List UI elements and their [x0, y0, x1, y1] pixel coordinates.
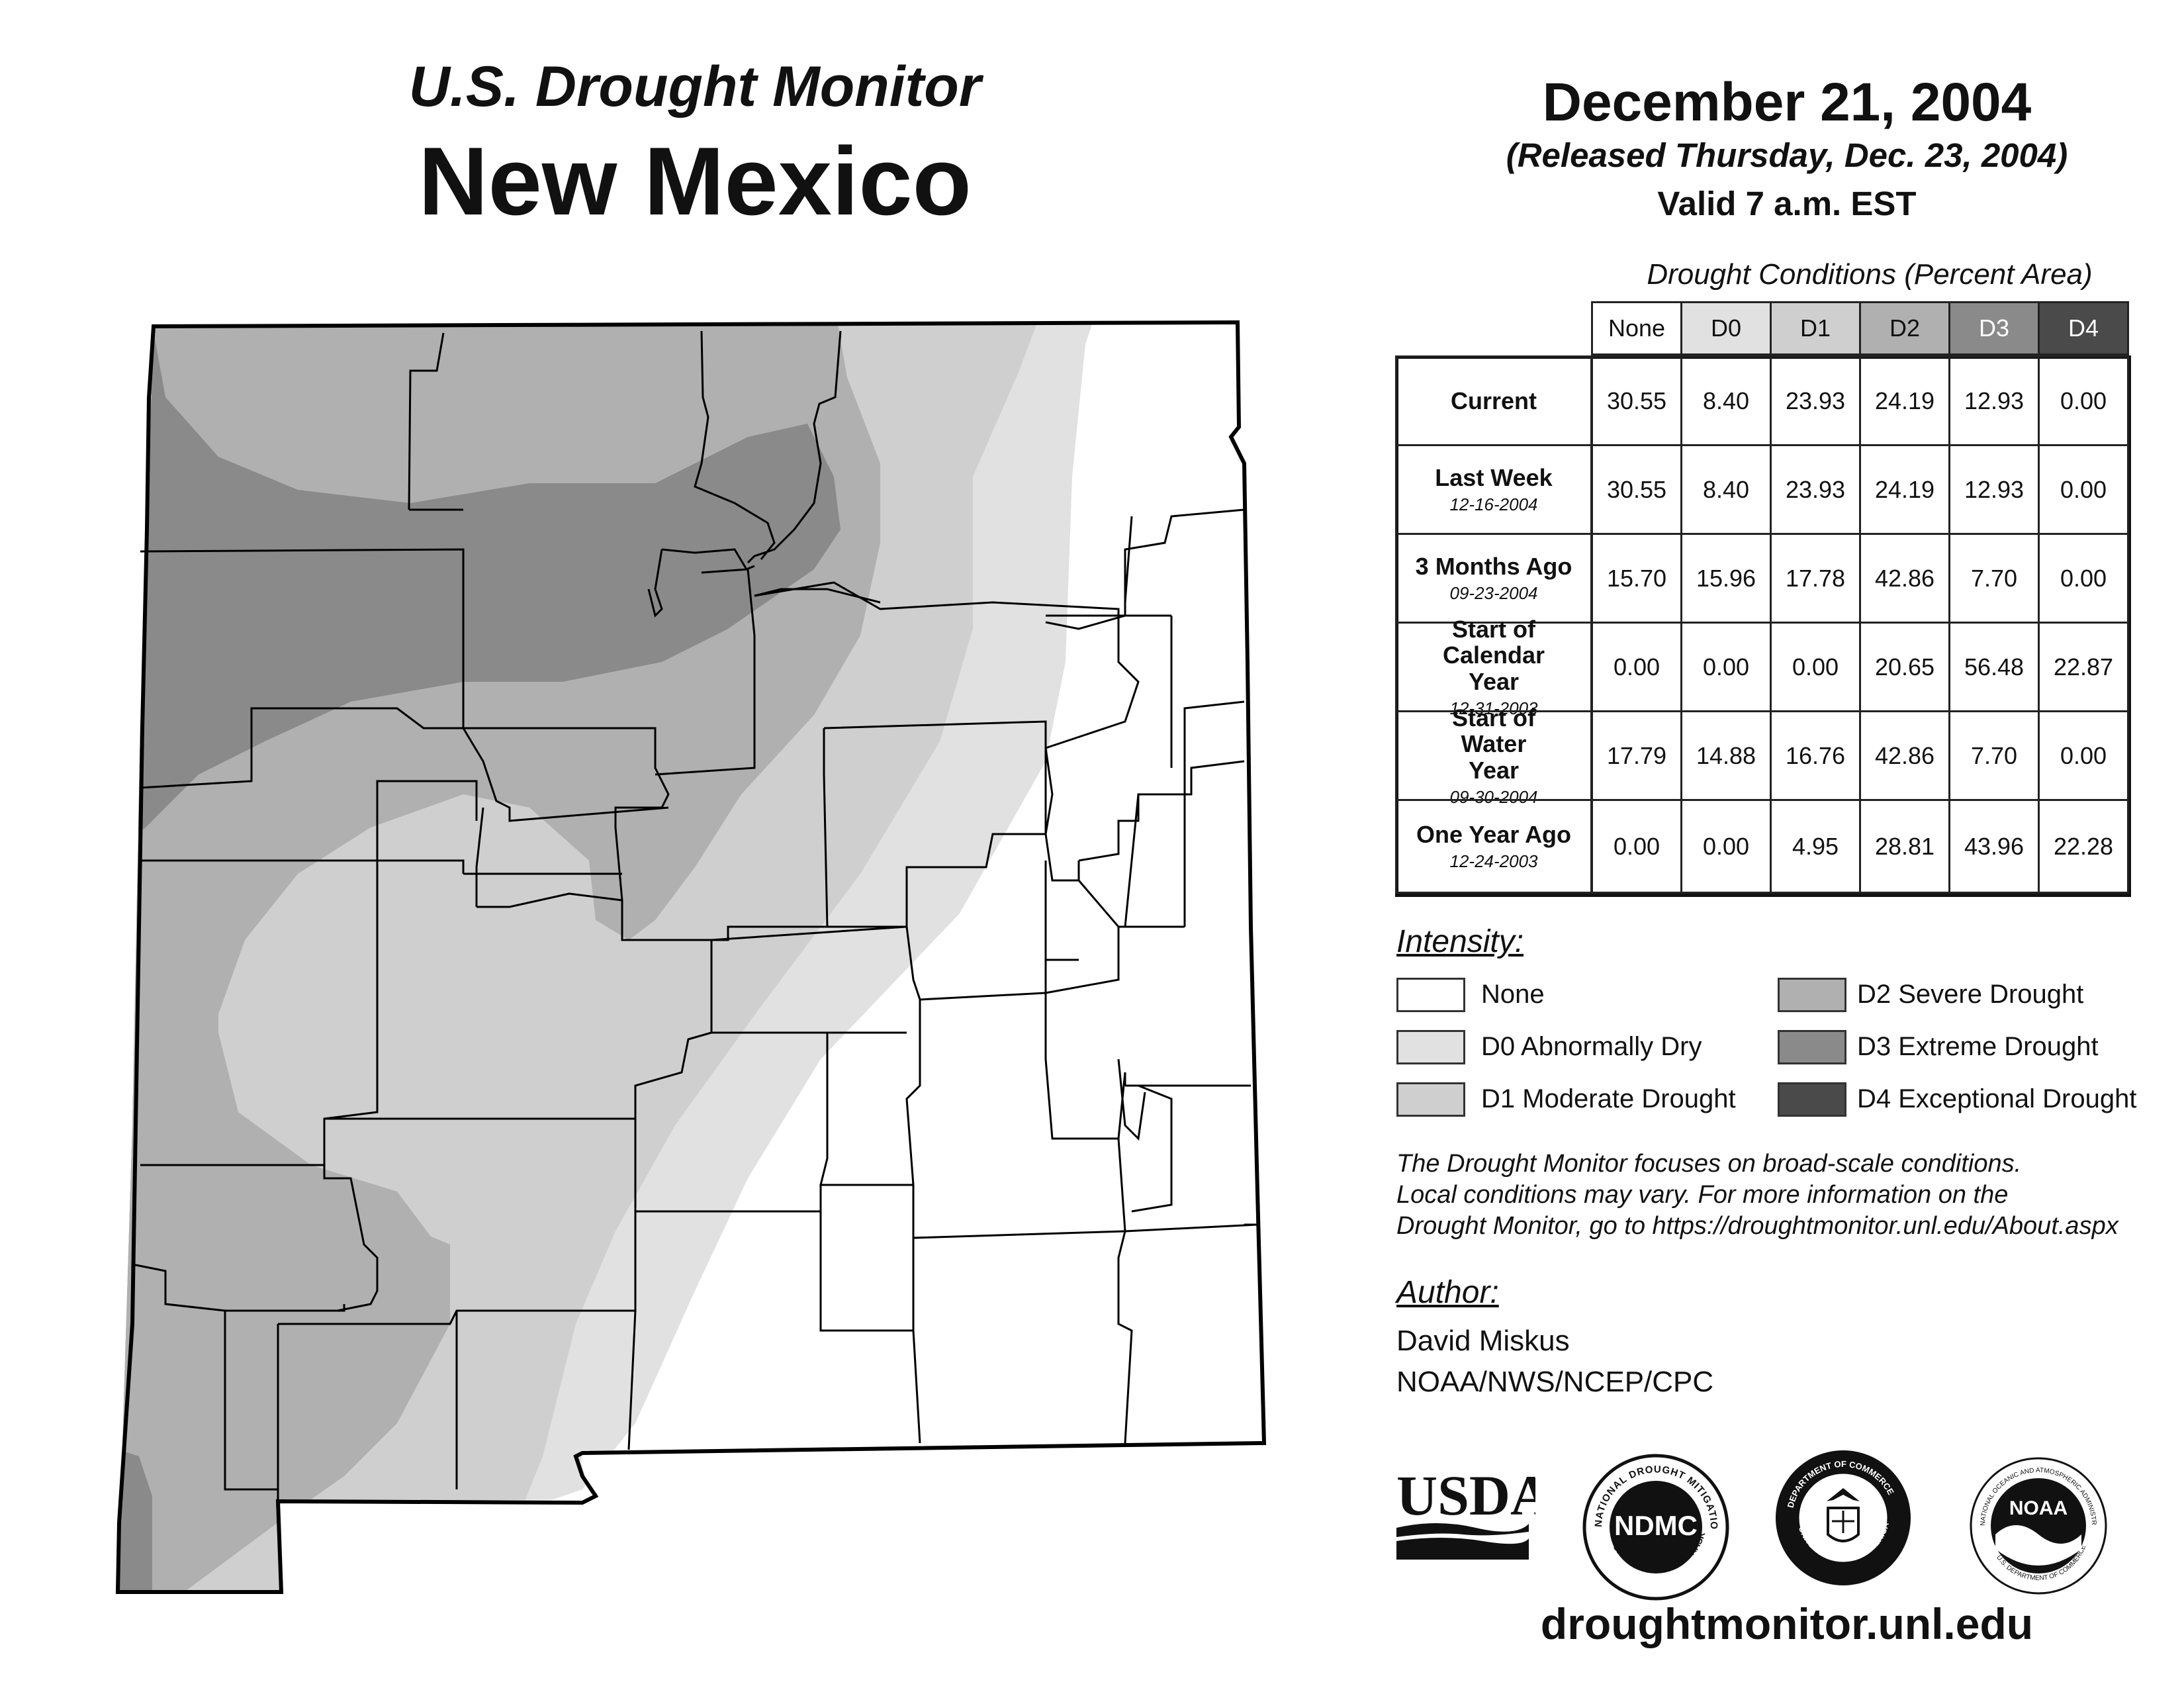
col-header-d0: D0: [1680, 301, 1772, 355]
ndmc-inner-disc: [1610, 1481, 1702, 1573]
table-cell: 22.87: [2038, 622, 2129, 712]
usda-logo: USDA: [1396, 1464, 1535, 1560]
col-header-none: None: [1591, 301, 1682, 355]
table-cell: 8.40: [1680, 444, 1772, 535]
table-cell: 0.00: [2038, 355, 2129, 446]
author-org: NOAA/NWS/NCEP/CPC: [1396, 1366, 1714, 1398]
row-label: One Year Ago 12-24-2003: [1395, 799, 1592, 894]
ship-icon: [1832, 1511, 1854, 1533]
table-cell: 23.93: [1770, 355, 1861, 446]
table-cell: 0.00: [2038, 444, 2129, 535]
table-cell: 17.79: [1591, 710, 1682, 801]
table-cell: 30.55: [1591, 444, 1682, 535]
drought-table: None D0 D1 D2 D3 D4 Current 30.55 8.40 2…: [1395, 301, 2138, 899]
state-title: New Mexico: [418, 127, 972, 235]
legend-label-d1: D1 Moderate Drought: [1481, 1084, 1736, 1113]
legend-swatch-d0: [1396, 1030, 1465, 1064]
table-cell: 8.40: [1680, 355, 1772, 446]
table-cell: 22.28: [2038, 799, 2129, 894]
ndmc-logo: NATIONAL DROUGHT MITIGATION CENTER UNIVE…: [1582, 1453, 1729, 1601]
eagle-icon: [1827, 1488, 1860, 1501]
state-outline: [115, 320, 1267, 1594]
note-line: Drought Monitor, go to https://droughtmo…: [1396, 1212, 2118, 1240]
table-cell: 12.93: [1948, 444, 2040, 535]
row-label: Current: [1395, 355, 1592, 446]
row-label: Start of Calendar Year 12-31-2003: [1395, 616, 1592, 718]
legend-label-d3: D3 Extreme Drought: [1857, 1032, 2099, 1061]
legend-swatch-none: [1396, 978, 1465, 1012]
legend-label-d0: D0 Abnormally Dry: [1481, 1032, 1702, 1061]
col-header-d1: D1: [1770, 301, 1861, 355]
table-cell: 24.19: [1859, 355, 1950, 446]
table-cell: 7.70: [1948, 533, 2040, 624]
disclaimer-note: The Drought Monitor focuses on broad-sca…: [1396, 1149, 2158, 1242]
release-date: (Released Thursday, Dec. 23, 2004): [1506, 136, 2068, 174]
area-d2-southwest: [118, 874, 437, 1423]
table-cell: 0.00: [2038, 533, 2129, 624]
legend-label-none: None: [1481, 980, 1545, 1009]
table-cell: 28.81: [1859, 799, 1950, 894]
table-cell: 15.70: [1591, 533, 1682, 624]
col-header-d2: D2: [1859, 301, 1950, 355]
table-cell: 30.55: [1591, 355, 1682, 446]
legend-swatch-d2: [1778, 978, 1846, 1012]
author-name: David Miskus: [1396, 1325, 1570, 1357]
table-cell: 15.96: [1680, 533, 1772, 624]
table-cell: 0.00: [1680, 799, 1772, 894]
note-line: Local conditions may vary. For more info…: [1396, 1181, 2009, 1209]
valid-time: Valid 7 a.m. EST: [1657, 185, 1917, 222]
table-cell: 16.76: [1770, 710, 1861, 801]
usda-base: [1396, 1538, 1529, 1560]
table-cell: 17.78: [1770, 533, 1861, 624]
commerce-seal-logo: DEPARTMENT OF COMMERCE UNITED STATES OF …: [1776, 1450, 1911, 1585]
map-date: December 21, 2004: [1542, 72, 2032, 132]
table-cell: 0.00: [1770, 622, 1861, 712]
author-block: David Miskus NOAA/NWS/NCEP/CPC: [1396, 1321, 1713, 1403]
table-caption: Drought Conditions (Percent Area): [1647, 258, 2093, 291]
county-boundaries: [132, 330, 1258, 1501]
table-cell: 12.93: [1948, 355, 2040, 446]
table-cell: 23.93: [1770, 444, 1861, 535]
legend-swatch-d1: [1396, 1082, 1465, 1117]
area-d1-pocket: [232, 834, 576, 1172]
shield-icon: [1827, 1507, 1860, 1542]
col-header-d4: D4: [2038, 301, 2129, 355]
author-title: Author:: [1396, 1275, 1499, 1310]
noaa-bird-icon: [1995, 1525, 2081, 1566]
new-mexico-drought-map: [115, 320, 1267, 1594]
legend-swatch-d4: [1778, 1082, 1846, 1117]
noaa-text: NOAA: [2009, 1497, 2068, 1519]
table-cell: 0.00: [1591, 622, 1682, 712]
legend-label-d4: D4 Exceptional Drought: [1857, 1084, 2137, 1113]
table-cell: 7.70: [1948, 710, 2040, 801]
row-label: Last Week 12-16-2004: [1395, 444, 1592, 535]
usda-wave: [1396, 1523, 1529, 1537]
table-cell: 24.19: [1859, 444, 1950, 535]
table-cell: 20.65: [1859, 622, 1950, 712]
legend-title: Intensity:: [1396, 924, 1524, 959]
table-cell: 56.48: [1948, 622, 2040, 712]
legend-swatch-d3: [1778, 1030, 1846, 1064]
table-cell: 42.86: [1859, 710, 1950, 801]
footer-url[interactable]: droughtmonitor.unl.edu: [1540, 1599, 2034, 1648]
note-line: The Drought Monitor focuses on broad-sca…: [1396, 1150, 2022, 1178]
noaa-logo: NATIONAL OCEANIC AND ATMOSPHERIC ADMINIS…: [1969, 1456, 2107, 1595]
row-label: 3 Months Ago 09-23-2004: [1395, 533, 1592, 624]
usda-logo-text: USDA: [1396, 1464, 1535, 1527]
area-d3: [118, 324, 841, 861]
table-cell: 0.00: [1591, 799, 1682, 894]
table-cell: 42.86: [1859, 533, 1950, 624]
table-cell: 0.00: [2038, 710, 2129, 801]
table-cell: 14.88: [1680, 710, 1772, 801]
table-cell: 43.96: [1948, 799, 2040, 894]
legend-label-d2: D2 Severe Drought: [1857, 980, 2084, 1009]
row-label: Start of Water Year 09-30-2004: [1395, 705, 1592, 806]
ndmc-text: NDMC: [1614, 1510, 1698, 1541]
col-header-d3: D3: [1948, 301, 2040, 355]
table-cell: 0.00: [1680, 622, 1772, 712]
table-cell: 4.95: [1770, 799, 1861, 894]
monitor-title: U.S. Drought Monitor: [408, 55, 981, 118]
